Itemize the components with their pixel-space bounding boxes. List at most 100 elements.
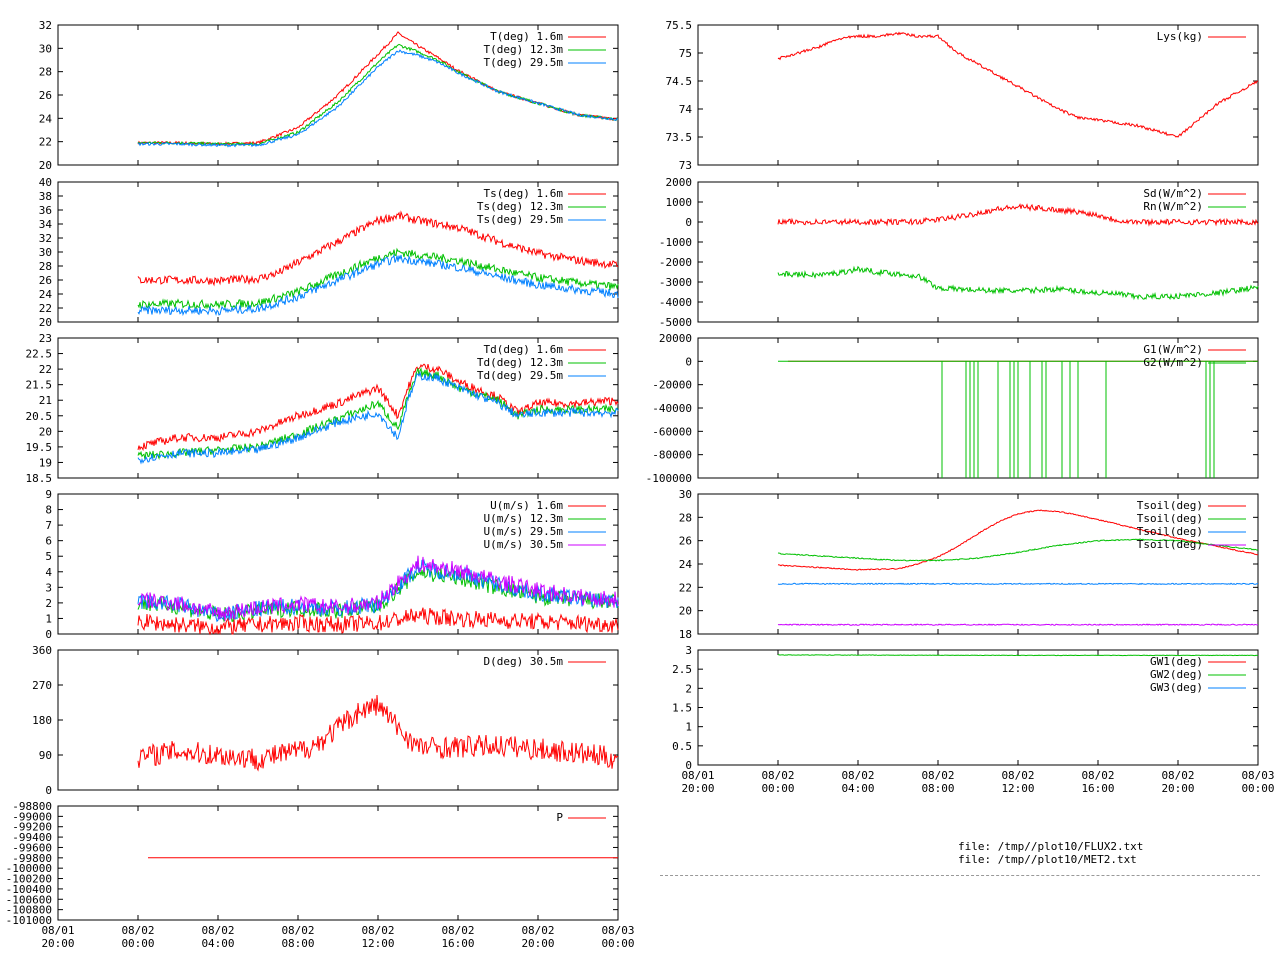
x-tick-label: 08/02	[361, 924, 394, 937]
legend-label: Tsoil(deg)	[1137, 499, 1203, 512]
y-tick-label: 0	[685, 355, 692, 368]
series-line	[777, 582, 1259, 586]
y-tick-label: 19.5	[26, 441, 53, 454]
legend-label: Tsoil(deg)	[1137, 525, 1203, 538]
y-tick-label: -99200	[12, 821, 52, 834]
legend-label: U(m/s) 29.5m	[484, 525, 564, 538]
legend-label: D(deg) 30.5m	[484, 655, 564, 668]
y-tick-label: 5	[45, 550, 52, 563]
legend-label: Ts(deg) 29.5m	[477, 213, 563, 226]
y-tick-label: 22	[39, 363, 52, 376]
y-tick-label: 30	[39, 246, 52, 259]
y-tick-label: 1	[685, 721, 692, 734]
x-tick-label: 20:00	[681, 782, 714, 795]
y-tick-label: 20	[39, 159, 52, 172]
legend-label: U(m/s) 12.3m	[484, 512, 564, 525]
y-tick-label: -100000	[646, 472, 692, 485]
series-line	[137, 607, 619, 636]
x-tick-label: 20:00	[41, 937, 74, 950]
y-tick-label: 36	[39, 204, 52, 217]
y-tick-label: -100400	[6, 883, 52, 896]
panel-frame	[697, 181, 1259, 323]
y-tick-label: 360	[32, 644, 52, 657]
y-tick-label: 26	[39, 274, 52, 287]
y-tick-label: 1	[45, 612, 52, 625]
series-line	[777, 31, 1259, 138]
y-tick-label: -60000	[652, 425, 692, 438]
x-tick-label: 12:00	[1001, 782, 1034, 795]
legend-label: Td(deg) 1.6m	[484, 343, 564, 356]
y-tick-label: 26	[679, 535, 692, 548]
legend-label: Td(deg) 29.5m	[477, 369, 563, 382]
y-tick-label: 1000	[666, 196, 693, 209]
met-file-label: file: /tmp//plot10/MET2.txt	[958, 853, 1137, 866]
x-tick-label: 00:00	[1241, 782, 1274, 795]
y-tick-label: 22	[679, 581, 692, 594]
x-tick-label: 08/02	[761, 769, 794, 782]
x-tick-label: 20:00	[1161, 782, 1194, 795]
y-tick-label: 24	[39, 112, 53, 125]
series-line	[777, 623, 1259, 626]
y-tick-label: 38	[39, 190, 52, 203]
y-tick-label: -100000	[6, 862, 52, 875]
x-tick-label: 08/02	[1161, 769, 1194, 782]
panel-frame	[57, 493, 619, 635]
legend-label: Tsoil(deg)	[1137, 538, 1203, 551]
y-tick-label: 0	[685, 216, 692, 229]
series-line	[777, 265, 1259, 301]
y-tick-label: 32	[39, 19, 52, 32]
y-tick-label: 180	[32, 714, 52, 727]
x-tick-label: 16:00	[441, 937, 474, 950]
y-tick-label: -101000	[6, 914, 52, 927]
y-tick-label: -98800	[12, 800, 52, 813]
y-tick-label: 2.5	[672, 663, 692, 676]
legend-label: T(deg) 12.3m	[484, 43, 564, 56]
x-tick-label: 08:00	[921, 782, 954, 795]
y-tick-label: 3	[45, 581, 52, 594]
y-tick-label: -5000	[659, 316, 692, 329]
panel-frame	[57, 649, 619, 791]
y-tick-label: 75	[679, 47, 692, 60]
series-line	[137, 247, 619, 310]
y-tick-label: -3000	[659, 276, 692, 289]
x-tick-label: 08/02	[121, 924, 154, 937]
y-tick-label: 7	[45, 519, 52, 532]
y-tick-label: -2000	[659, 256, 692, 269]
y-tick-label: 74.5	[666, 75, 693, 88]
legend-label: Sd(W/m^2)	[1143, 187, 1203, 200]
y-tick-label: 20	[39, 316, 52, 329]
file-info: file: /tmp//plot10/FLUX2.txt file: /tmp//…	[958, 840, 1143, 866]
x-tick-label: 08:00	[281, 937, 314, 950]
legend-label: GW1(deg)	[1150, 655, 1203, 668]
y-tick-label: -99000	[12, 810, 52, 823]
y-tick-label: -1000	[659, 236, 692, 249]
y-tick-label: 21.5	[26, 379, 53, 392]
y-tick-label: -100800	[6, 904, 52, 917]
y-tick-label: 22.5	[26, 348, 53, 361]
y-tick-label: 2	[45, 597, 52, 610]
x-tick-label: 08/02	[201, 924, 234, 937]
x-tick-label: 12:00	[361, 937, 394, 950]
y-tick-label: 28	[679, 511, 692, 524]
x-tick-label: 08/03	[1241, 769, 1274, 782]
x-tick-label: 00:00	[761, 782, 794, 795]
separator-line	[660, 875, 1260, 876]
y-tick-label: 75.5	[666, 19, 693, 32]
series-line	[137, 49, 619, 148]
x-tick-label: 08/02	[841, 769, 874, 782]
series-line	[137, 555, 619, 622]
y-tick-label: -100600	[6, 893, 52, 906]
x-tick-label: 16:00	[1081, 782, 1114, 795]
legend-label: GW2(deg)	[1150, 668, 1203, 681]
y-tick-label: -20000	[652, 379, 692, 392]
y-tick-label: 3	[685, 644, 692, 657]
y-tick-label: 0	[685, 759, 692, 772]
x-tick-label: 20:00	[521, 937, 554, 950]
y-tick-label: 40	[39, 176, 52, 189]
y-tick-label: 20.5	[26, 410, 53, 423]
x-tick-label: 04:00	[201, 937, 234, 950]
x-tick-label: 08/01	[41, 924, 74, 937]
x-tick-label: 08/01	[681, 769, 714, 782]
legend-label: G1(W/m^2)	[1143, 343, 1203, 356]
y-tick-label: 0	[45, 628, 52, 641]
